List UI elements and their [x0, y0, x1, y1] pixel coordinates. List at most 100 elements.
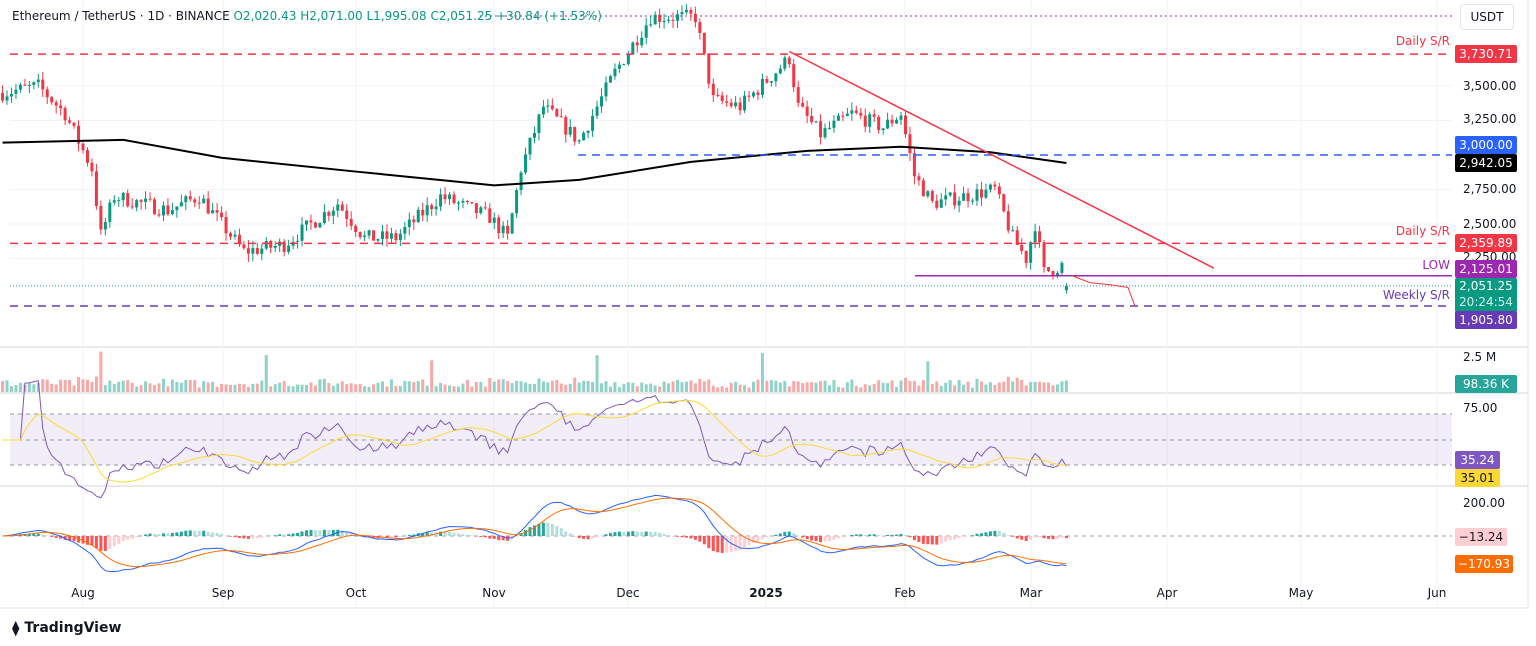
macd-histogram-bar — [430, 532, 434, 536]
volume-bar — [313, 385, 317, 392]
macd-histogram-bar — [27, 533, 31, 536]
volume-bar — [765, 380, 769, 392]
macd-histogram-bar — [197, 530, 201, 536]
macd-histogram-bar — [474, 536, 478, 537]
candle-body — [327, 212, 331, 216]
volume-bar — [126, 380, 130, 392]
macd-histogram-bar — [541, 522, 545, 536]
candle-body — [398, 233, 402, 241]
candle-body — [452, 194, 456, 204]
volume-bar — [912, 381, 916, 392]
candle-body — [488, 208, 492, 223]
macd-histogram-bar — [255, 536, 259, 539]
candle-body — [671, 19, 675, 21]
candle-body — [725, 101, 729, 103]
candle-body — [135, 200, 139, 208]
candle-body — [787, 57, 791, 65]
candle-body — [975, 189, 979, 201]
volume-bar — [45, 379, 49, 392]
macd-histogram-bar — [635, 531, 639, 536]
symbol-title[interactable]: Ethereum / TetherUS · 1D · BINANCE — [12, 9, 230, 23]
candle-body — [322, 212, 326, 224]
macd-histogram-bar — [988, 531, 992, 536]
candle-body — [921, 180, 925, 197]
macd-histogram-bar — [680, 536, 684, 538]
candle-body — [711, 83, 715, 96]
candle-body — [1033, 231, 1037, 243]
volume-bar — [412, 382, 416, 392]
candle-body — [430, 205, 434, 210]
candle-body — [944, 195, 948, 200]
symbol-header: Ethereum / TetherUS · 1D · BINANCE O2,02… — [12, 9, 602, 23]
candle-body — [50, 97, 54, 103]
macd-histogram-bar — [1015, 536, 1019, 539]
macd-histogram-bar — [501, 536, 505, 541]
volume-bar — [930, 383, 934, 392]
macd-histogram-bar — [461, 534, 465, 536]
macd-histogram-bar — [166, 533, 170, 536]
volume-bar — [197, 387, 201, 392]
candle-body — [962, 193, 966, 201]
volume-bar — [483, 386, 487, 392]
candle-body — [233, 234, 237, 237]
macd-histogram-bar — [99, 536, 103, 551]
candle-body — [801, 102, 805, 107]
candle-body — [841, 115, 845, 117]
ohlc-high: H2,071.00 — [300, 9, 363, 23]
macd-histogram-bar — [568, 533, 572, 536]
volume-bar — [515, 380, 519, 392]
macd-histogram-bar — [32, 533, 36, 536]
candle-body — [622, 64, 626, 66]
macd-histogram-bar — [702, 536, 706, 545]
macd-histogram-bar — [850, 534, 854, 536]
macd-histogram-bar — [886, 535, 890, 536]
macd-histogram-bar — [935, 536, 939, 545]
macd-histogram-bar — [586, 536, 590, 540]
macd-histogram-bar — [448, 531, 452, 536]
volume-bar — [470, 386, 474, 392]
candle-body — [564, 117, 568, 135]
macd-histogram-bar — [278, 534, 282, 536]
tradingview-logo[interactable]: ⧫ TradingView — [12, 619, 121, 637]
candle-body — [568, 126, 572, 135]
volume-bar — [716, 387, 720, 392]
volume-bar — [327, 382, 331, 392]
volume-bar — [921, 380, 925, 392]
volume-bar — [1051, 385, 1055, 392]
macd-histogram-bar — [1064, 536, 1068, 539]
volume-bar — [246, 386, 250, 392]
macd-histogram-bar — [224, 535, 228, 536]
macd-histogram-bar — [984, 532, 988, 536]
volume-bar — [54, 384, 58, 392]
macd-histogram-bar — [524, 530, 528, 536]
volume-bar — [206, 382, 210, 392]
candle-body — [935, 200, 939, 208]
candle-body — [465, 200, 469, 202]
currency-button[interactable]: USDT — [1460, 4, 1514, 30]
volume-bar — [81, 379, 85, 392]
candle-body — [309, 220, 313, 223]
candle-body — [242, 244, 246, 249]
macd-histogram-bar — [899, 534, 903, 536]
candle-body — [215, 210, 219, 213]
volume-bar — [273, 384, 277, 392]
volume-bar — [546, 382, 550, 392]
macd-line — [2, 494, 1067, 573]
volume-tick: 2.5 M — [1463, 350, 1497, 364]
macd-histogram-bar — [926, 536, 930, 545]
macd-histogram-bar — [170, 532, 174, 536]
candle-body — [456, 202, 460, 204]
macd-histogram-bar — [309, 529, 313, 536]
candle-body — [738, 102, 742, 111]
macd-histogram-bar — [957, 536, 961, 539]
macd-histogram-bar — [407, 534, 411, 536]
x-tick: Dec — [616, 586, 640, 600]
candle-body — [497, 217, 501, 234]
macd-histogram-bar — [823, 536, 827, 542]
candle-body — [72, 122, 76, 126]
volume-bar — [1033, 381, 1037, 392]
macd-histogram-bar — [412, 534, 416, 536]
volume-bar — [635, 386, 639, 392]
volume-bar — [439, 382, 443, 392]
